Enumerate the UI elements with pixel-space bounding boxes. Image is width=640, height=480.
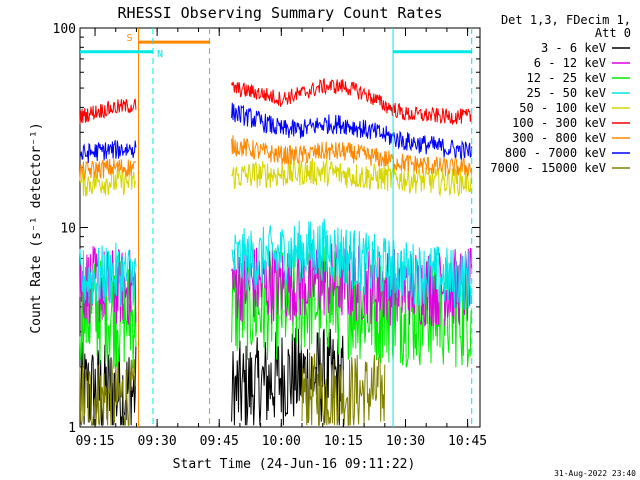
series-trace-segment — [231, 218, 473, 310]
legend-label: 50 - 100 keV — [519, 101, 606, 115]
chart-title: RHESSI Observing Summary Count Rates — [117, 4, 442, 22]
series-50-100-kev — [79, 158, 473, 198]
legend-label: 100 - 300 keV — [512, 116, 606, 130]
x-tick-label: 10:00 — [262, 434, 301, 449]
x-tick-label: 10:15 — [324, 434, 363, 449]
y-axis-label: Count Rate (s⁻¹ detector⁻¹) — [29, 122, 44, 333]
legend-label: 3 - 6 keV — [541, 41, 606, 55]
series-trace-segment — [231, 243, 473, 328]
series-trace-segment — [231, 135, 473, 178]
series-trace-segment — [79, 140, 137, 163]
legend-label: 6 - 12 keV — [534, 56, 606, 70]
legend-header-line-2: Att 0 — [595, 26, 631, 40]
x-tick-label: 09:30 — [138, 434, 177, 449]
y-tick-label: 100 — [53, 22, 76, 37]
y-tick-label: 1 — [68, 421, 76, 436]
series-trace-segment — [231, 158, 473, 198]
series-800-7000-kev — [79, 102, 473, 163]
series-trace-segment — [79, 358, 137, 427]
series-trace-segment — [301, 352, 386, 426]
y-axis: 1 10 100 — [53, 22, 480, 436]
legend-label: 7000 - 15000 keV — [490, 161, 606, 175]
x-axis: 09:15 09:30 09:45 10:00 10:15 10:30 10:45 — [75, 28, 487, 449]
annotation-label: N — [157, 49, 163, 60]
x-tick-label: 09:45 — [200, 434, 239, 449]
footer-date: 31-Aug-2022 23:40 — [554, 469, 636, 478]
series-layer — [79, 78, 473, 427]
legend-label: 300 - 800 keV — [512, 131, 606, 145]
y-tick-label: 10 — [60, 222, 76, 237]
series-trace-segment — [231, 327, 344, 426]
series-300-800-kev — [79, 135, 473, 180]
series-trace-segment — [231, 78, 472, 125]
annotation-label: S — [127, 33, 133, 44]
plot-frame — [79, 27, 481, 428]
series-trace-segment — [79, 167, 137, 197]
series-trace-segment — [79, 158, 137, 180]
series-trace-segment — [79, 98, 137, 124]
series-100-300-kev — [79, 78, 472, 125]
x-tick-label: 10:30 — [386, 434, 425, 449]
series-25-50-kev — [79, 218, 473, 310]
series-trace-segment — [79, 242, 137, 307]
annotation-layer: SN — [80, 28, 473, 427]
legend-label: 800 - 7000 keV — [505, 146, 606, 160]
legend-label: 12 - 25 keV — [527, 71, 606, 85]
legend-label: 25 - 50 keV — [527, 86, 606, 100]
series-trace-segment — [79, 259, 137, 369]
series-7000-15000-kev — [79, 352, 386, 427]
y-minor-ticks — [80, 36, 480, 368]
x-tick-label: 09:15 — [75, 434, 114, 449]
x-tick-label: 10:45 — [448, 434, 487, 449]
x-axis-label: Start Time (24-Jun-16 09:11:22) — [173, 457, 416, 472]
series-trace-segment — [231, 102, 473, 160]
legend-header-line-1: Det 1,3, FDecim 1, — [501, 13, 631, 27]
